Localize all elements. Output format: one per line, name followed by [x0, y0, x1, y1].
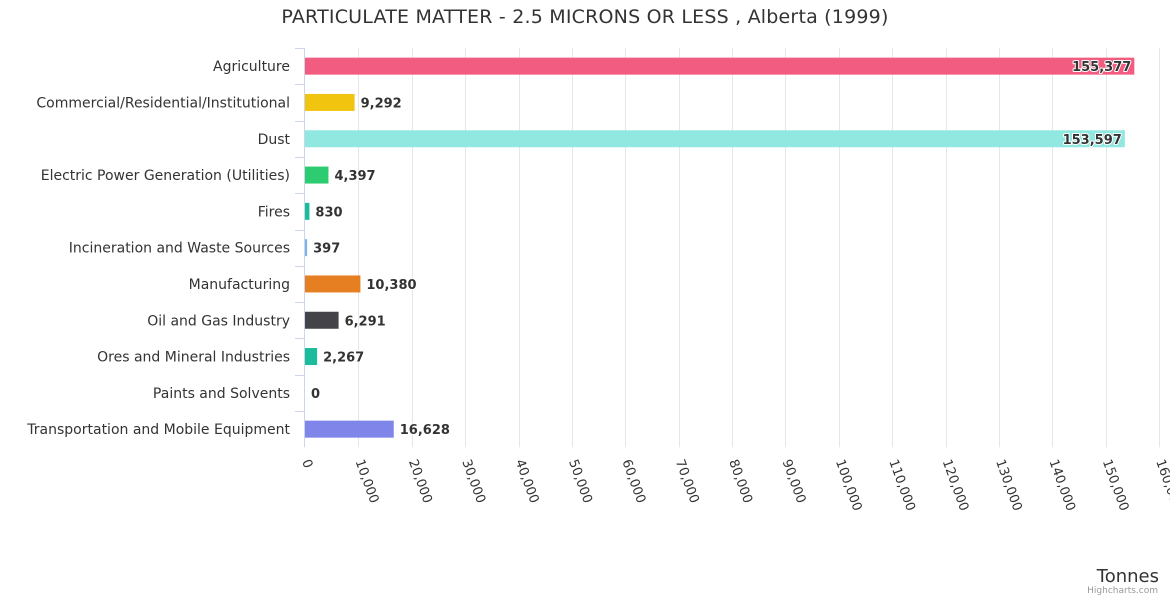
x-tick-label: 80,000 — [725, 458, 755, 506]
x-tick-label: 70,000 — [672, 458, 702, 506]
category-label: Transportation and Mobile Equipment — [26, 422, 290, 438]
data-label: 6,291 — [345, 314, 386, 329]
category-label: Agriculture — [213, 59, 290, 75]
x-tick-label: 110,000 — [885, 458, 917, 514]
x-tick-label: 50,000 — [565, 458, 595, 506]
category-label: Dust — [258, 132, 291, 148]
bar[interactable] — [305, 166, 329, 184]
data-label: 10,380 — [366, 278, 416, 293]
category-label: Ores and Mineral Industries — [97, 350, 290, 366]
category-label: Fires — [258, 204, 290, 220]
bars — [305, 57, 1135, 438]
bar[interactable] — [305, 420, 394, 438]
bar[interactable] — [305, 57, 1135, 75]
data-label: 0 — [311, 387, 320, 402]
data-labels: 155,377 9,292 153,597 4,397 830 397 10,380 6,29… — [310, 59, 1132, 439]
x-tick-label: 150,000 — [1099, 458, 1131, 514]
chart-title: PARTICULATE MATTER - 2.5 MICRONS OR LESS… — [281, 6, 889, 28]
x-axis-ticks: 0 10,000 20,000 30,000 40,000 50,000 60,000 70,… — [298, 458, 1170, 514]
x-tick-label: 120,000 — [939, 458, 971, 514]
x-axis-title: Tonnes — [1096, 566, 1159, 587]
bar[interactable] — [305, 275, 361, 293]
bar[interactable] — [305, 239, 308, 257]
data-label: 155,377 — [1072, 60, 1131, 75]
grid-lines — [295, 48, 1160, 448]
credits-link[interactable]: Highcharts.com — [1087, 586, 1158, 596]
data-label: 2,267 — [323, 351, 364, 366]
data-label: 397 — [313, 242, 340, 257]
bar[interactable] — [305, 130, 1125, 148]
bar[interactable] — [305, 93, 355, 111]
x-tick-label: 160,000 — [1152, 458, 1170, 514]
category-label: Paints and Solvents — [153, 386, 290, 402]
bar[interactable] — [305, 311, 339, 329]
x-tick-label: 140,000 — [1045, 458, 1077, 514]
bar[interactable] — [305, 348, 318, 366]
data-label: 9,292 — [361, 96, 402, 111]
x-tick-label: 90,000 — [779, 458, 809, 506]
bar[interactable] — [305, 202, 310, 220]
x-tick-label: 100,000 — [832, 458, 864, 514]
category-label: Oil and Gas Industry — [147, 313, 290, 329]
data-label: 4,397 — [334, 169, 375, 184]
data-label: 153,597 — [1063, 133, 1122, 148]
category-label: Manufacturing — [189, 277, 290, 293]
x-tick-label: 10,000 — [352, 458, 382, 506]
data-label: 16,628 — [400, 423, 450, 438]
category-labels: Agriculture Commercial/Residential/Instit… — [26, 59, 290, 438]
data-label: 830 — [315, 205, 342, 220]
x-tick-label: 130,000 — [992, 458, 1024, 514]
x-tick-label: 60,000 — [618, 458, 648, 506]
category-label: Incineration and Waste Sources — [69, 241, 290, 257]
x-tick-label: 30,000 — [458, 458, 488, 506]
category-label: Commercial/Residential/Institutional — [36, 95, 290, 111]
x-tick-label: 0 — [298, 458, 315, 471]
x-tick-label: 40,000 — [512, 458, 542, 506]
x-tick-label: 20,000 — [405, 458, 435, 506]
category-label: Electric Power Generation (Utilities) — [41, 168, 290, 184]
